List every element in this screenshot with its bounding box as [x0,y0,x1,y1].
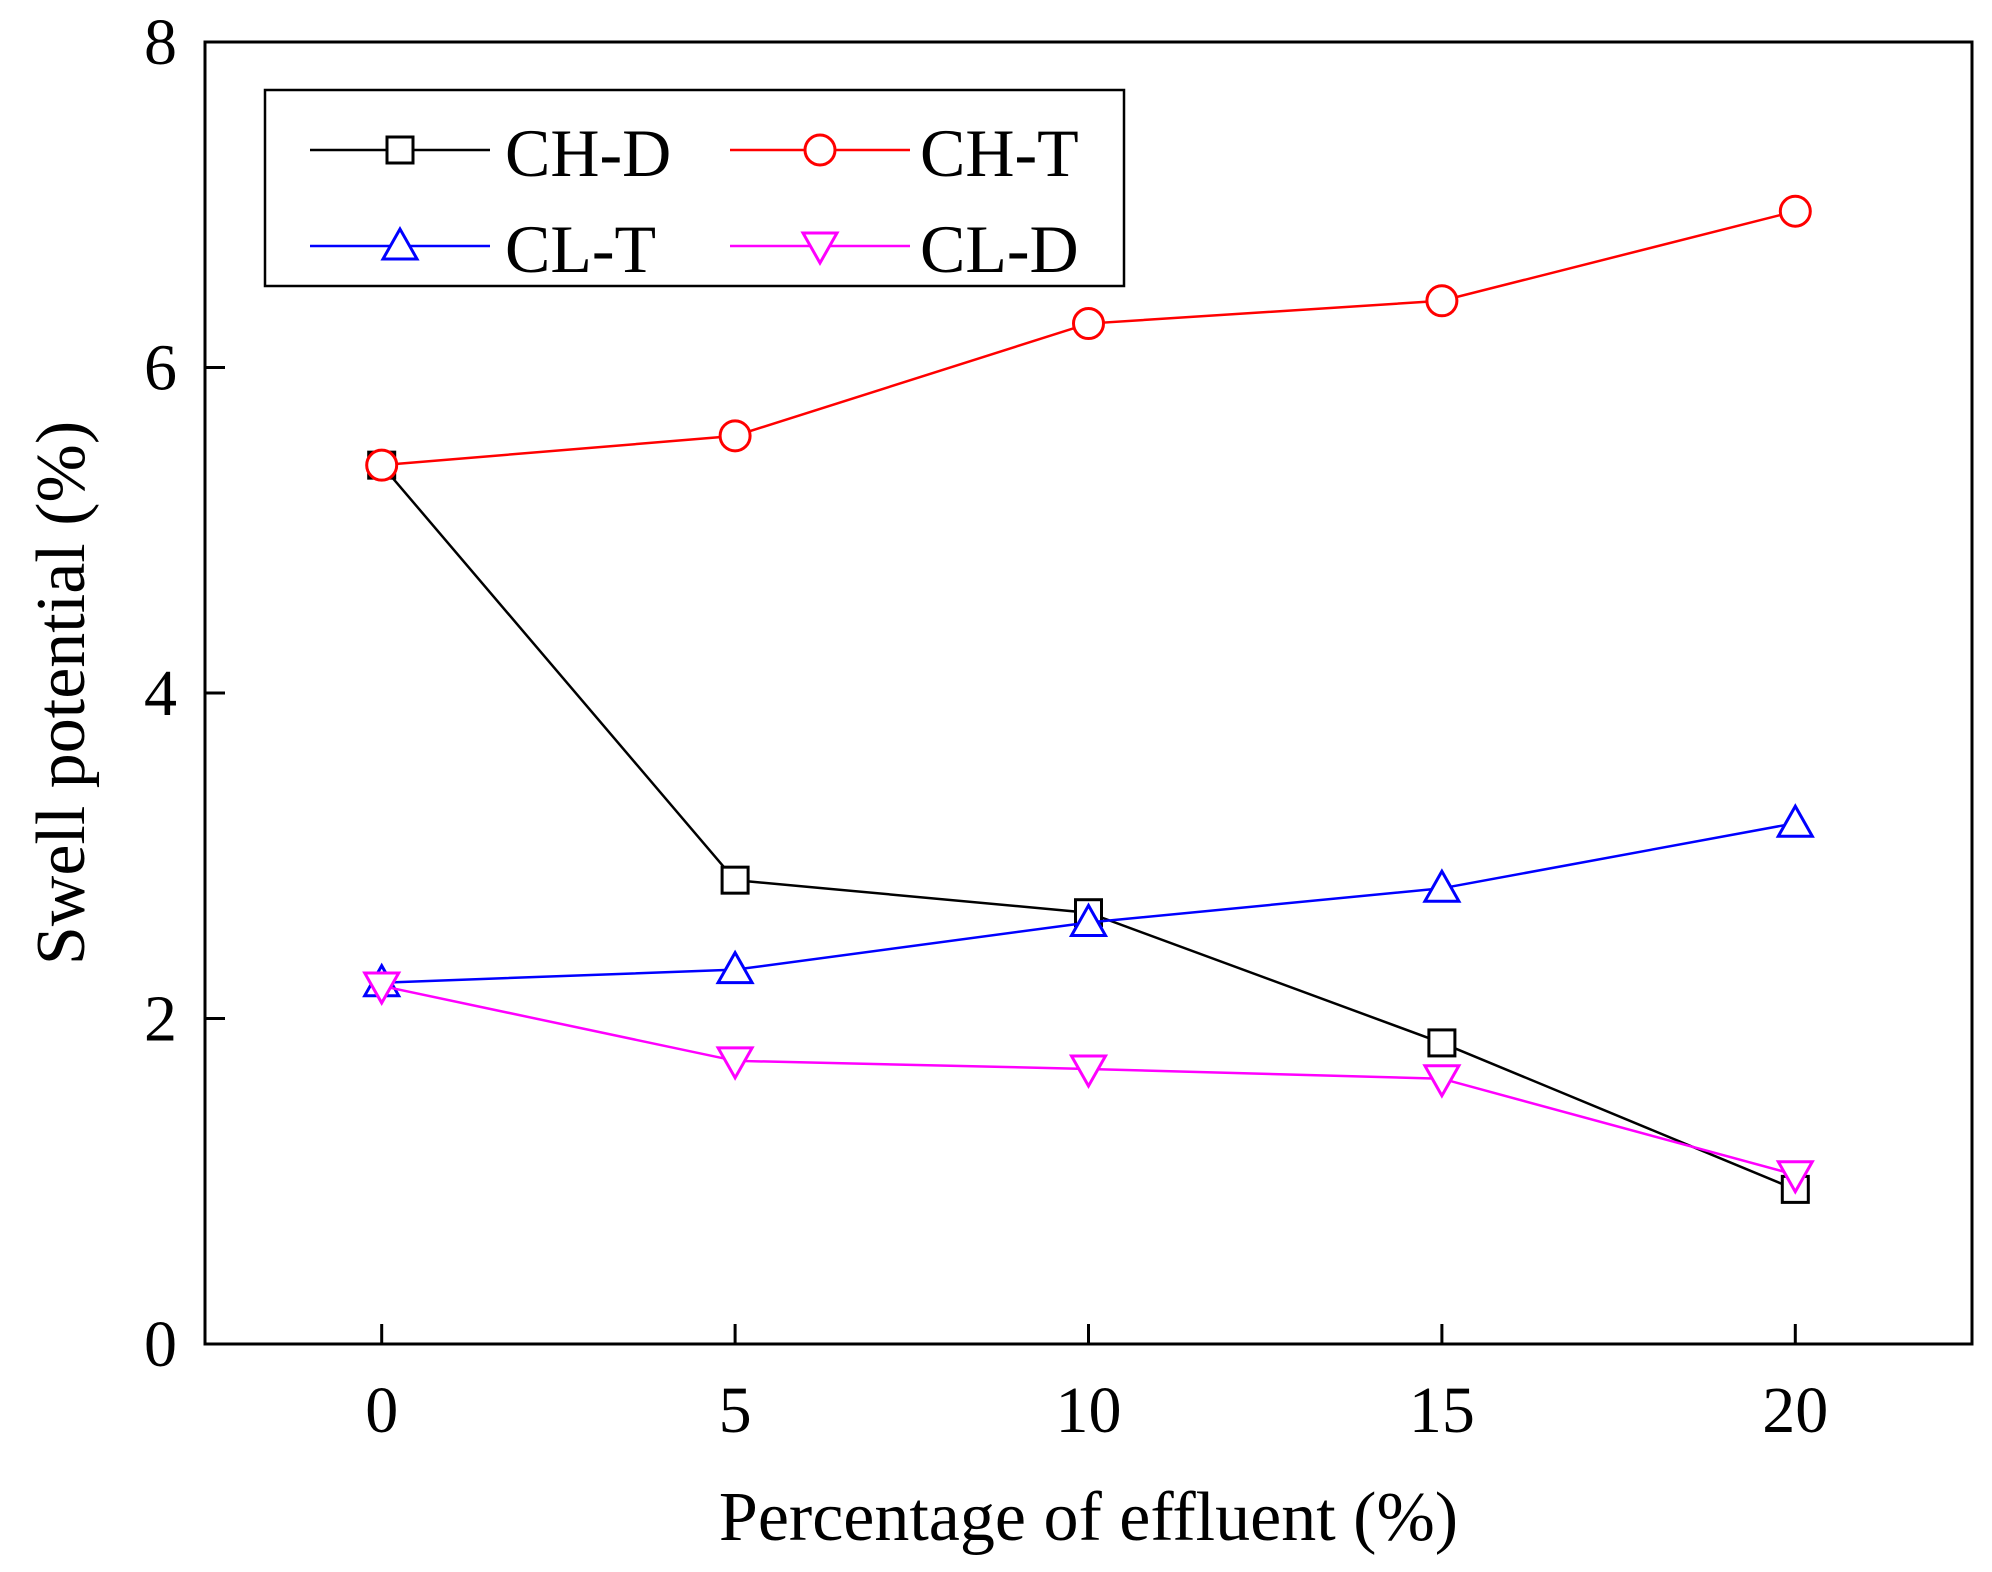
data-point-cl-t [1775,803,1815,838]
data-point-cl-t [1068,902,1109,937]
y-tick-label: 2 [144,983,177,1056]
x-tick-label: 0 [365,1374,398,1447]
legend-item-ch-t: CH-T [730,115,1079,191]
data-point-cl-t [715,949,755,985]
legend-item-cl-d: CL-D [730,211,1079,287]
series-ch-t [365,194,1812,482]
legend-item-cl-t: CL-T [310,211,656,287]
data-point-ch-t [1778,194,1812,228]
y-tick-label: 4 [144,657,177,730]
legend-marker-ch-d [385,135,415,165]
x-axis-label: Percentage of effluent (%) [719,1479,1458,1556]
legend-marker-cl-t [380,225,420,261]
x-tick-label: 5 [719,1374,752,1447]
legend-marker-cl-d [800,231,840,267]
data-point-ch-t [365,448,399,482]
data-point-cl-t [1422,868,1462,903]
y-axis-ticks: 0 2 4 6 8 [144,6,225,1381]
data-point-ch-t [718,419,752,453]
data-point-ch-d [1427,1028,1457,1058]
series-cl-t [362,803,1815,998]
legend-marker-ch-t [803,133,837,167]
series-cl-d [362,971,1815,1195]
legend-label-ch-t: CH-T [920,115,1079,191]
data-point-cl-d [1422,1064,1462,1099]
data-point-ch-t [1425,284,1459,318]
legend: CH-D CH-T CL-T CL-D [263,88,1126,288]
data-point-cl-d [362,971,402,1006]
legend-label-cl-t: CL-T [505,211,656,287]
x-axis-ticks: 0 5 10 15 20 [365,1324,1828,1447]
data-point-cl-d [1775,1160,1815,1195]
legend-item-ch-d: CH-D [310,115,671,191]
x-tick-label: 15 [1409,1374,1475,1447]
legend-label-ch-d: CH-D [505,115,671,191]
data-point-cl-d [715,1046,755,1081]
data-point-cl-d [1068,1054,1109,1089]
x-tick-label: 10 [1056,1374,1122,1447]
y-tick-label: 8 [144,6,177,79]
data-point-ch-t [1072,307,1105,341]
y-tick-label: 0 [144,1308,177,1381]
legend-label-cl-d: CL-D [920,211,1079,287]
series-layer [362,194,1815,1204]
y-axis-label: Swell potential (%) [23,421,100,965]
x-tick-label: 20 [1762,1374,1828,1447]
series-ch-d [367,450,1810,1204]
data-point-ch-d [720,865,750,895]
y-tick-label: 6 [144,332,177,405]
